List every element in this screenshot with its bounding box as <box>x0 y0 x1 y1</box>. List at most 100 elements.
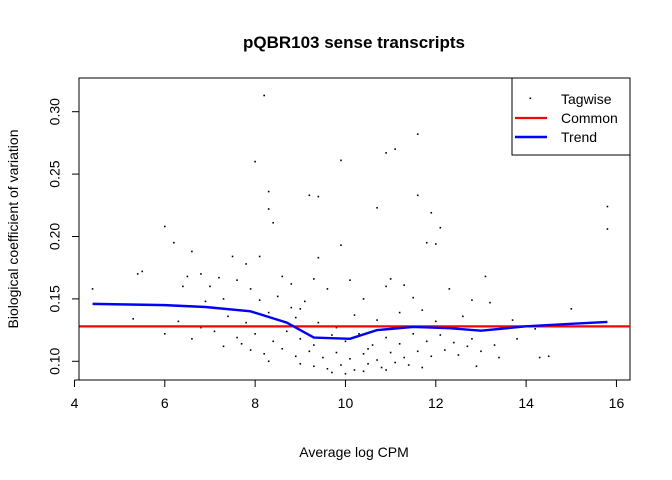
tagwise-point <box>358 333 360 335</box>
x-tick-label: 8 <box>251 395 259 411</box>
tagwise-point <box>412 296 415 299</box>
tagwise-point <box>299 308 302 310</box>
tagwise-point <box>227 315 229 318</box>
tagwise-point <box>362 298 365 300</box>
tagwise-point <box>326 288 329 290</box>
tagwise-point <box>191 338 193 340</box>
tagwise-point <box>182 285 184 288</box>
chart-title: pQBR103 sense transcripts <box>243 33 465 52</box>
tagwise-point <box>349 279 351 281</box>
tagwise-point <box>471 299 473 301</box>
tagwise-point <box>430 211 433 214</box>
tagwise-point <box>416 350 419 353</box>
tagwise-point <box>335 326 338 329</box>
tagwise-point <box>416 194 419 197</box>
tagwise-point <box>480 350 482 353</box>
tagwise-point <box>421 366 424 369</box>
legend: Tagwise Common Trend <box>511 77 631 156</box>
legend-common-label: Common <box>561 110 618 126</box>
tagwise-point <box>267 311 270 314</box>
tagwise-point <box>340 244 342 247</box>
tagwise-point <box>435 320 437 323</box>
tagwise-point <box>313 344 315 346</box>
tagwise-point <box>493 344 496 346</box>
tagwise-point <box>213 330 216 333</box>
legend-tagwise-symbol <box>529 97 532 100</box>
x-axis: 4 6 8 10 12 14 16 <box>71 379 625 411</box>
tagwise-point <box>285 330 288 333</box>
tagwise-point <box>340 364 342 366</box>
tagwise-point <box>281 348 284 350</box>
tagwise-point <box>299 362 302 365</box>
tagwise-point <box>272 221 274 224</box>
tagwise-point <box>430 355 433 358</box>
y-axis-label: Biological coefficient of variation <box>5 130 21 329</box>
tagwise-point <box>91 288 94 290</box>
tagwise-point <box>353 369 356 371</box>
x-tick-label: 14 <box>518 395 534 411</box>
tagwise-point <box>308 350 311 353</box>
tagwise-point <box>276 295 279 298</box>
tagwise-point <box>349 357 351 360</box>
legend-entry-tagwise: Tagwise <box>529 91 612 107</box>
tagwise-point <box>222 298 225 300</box>
tagwise-point <box>475 365 478 368</box>
tagwise-point <box>258 255 261 258</box>
legend-box <box>511 77 631 156</box>
tagwise-point <box>326 367 329 370</box>
tagwise-point <box>534 328 536 330</box>
tagwise-point <box>267 190 270 193</box>
tagwise-point <box>376 359 378 361</box>
legend-entry-common: Common <box>515 110 618 126</box>
y-tick-label: 0.25 <box>47 160 63 187</box>
tagwise-point <box>200 326 202 329</box>
tagwise-point <box>344 340 347 343</box>
tagwise-point <box>385 369 387 371</box>
tagwise-point <box>218 276 220 279</box>
x-tick-label: 16 <box>609 395 625 411</box>
trend-line <box>92 302 608 341</box>
tagwise-point <box>267 360 270 363</box>
tagwise-point <box>407 364 410 366</box>
tagwise-point <box>164 225 166 228</box>
tagwise-point <box>439 226 442 229</box>
tagwise-point <box>362 370 365 373</box>
x-axis-label: Average log CPM <box>299 444 408 460</box>
tagwise-point <box>425 241 428 244</box>
tagwise-point <box>173 241 175 244</box>
tagwise-point <box>398 311 401 314</box>
tagwise-point <box>141 270 144 273</box>
tagwise-point <box>294 316 297 319</box>
tagwise-point <box>606 205 609 208</box>
tagwise-point <box>444 349 446 351</box>
tagwise-point <box>371 344 374 346</box>
tagwise-point <box>245 263 247 265</box>
y-axis: 0.10 0.15 0.20 0.25 0.30 <box>47 98 80 375</box>
tagwise-point <box>435 243 437 245</box>
tagwise-point <box>331 334 333 336</box>
tagwise-point <box>254 333 256 335</box>
tagwise-point <box>290 306 293 309</box>
tagwise-point <box>547 355 550 358</box>
tagwise-point <box>389 278 392 280</box>
y-tick-label: 0.10 <box>47 347 63 374</box>
tagwise-point <box>362 352 365 355</box>
tagwise-point <box>538 356 541 359</box>
tagwise-point <box>335 351 338 354</box>
y-tick-label: 0.20 <box>47 223 63 250</box>
tagwise-point <box>236 336 238 339</box>
x-tick-label: 12 <box>428 395 444 411</box>
tagwise-point <box>317 256 320 259</box>
tagwise-point <box>290 283 293 285</box>
tagwise-point <box>484 275 487 278</box>
tagwise-point <box>453 341 455 344</box>
tagwise-point <box>132 318 134 320</box>
tagwise-point <box>136 273 139 275</box>
tagwise-point <box>304 300 306 303</box>
tagwise-point <box>394 148 396 150</box>
legend-entry-trend: Trend <box>515 129 597 145</box>
tagwise-point <box>462 315 464 318</box>
tagwise-point <box>164 333 166 335</box>
tagwise-point <box>498 356 500 359</box>
